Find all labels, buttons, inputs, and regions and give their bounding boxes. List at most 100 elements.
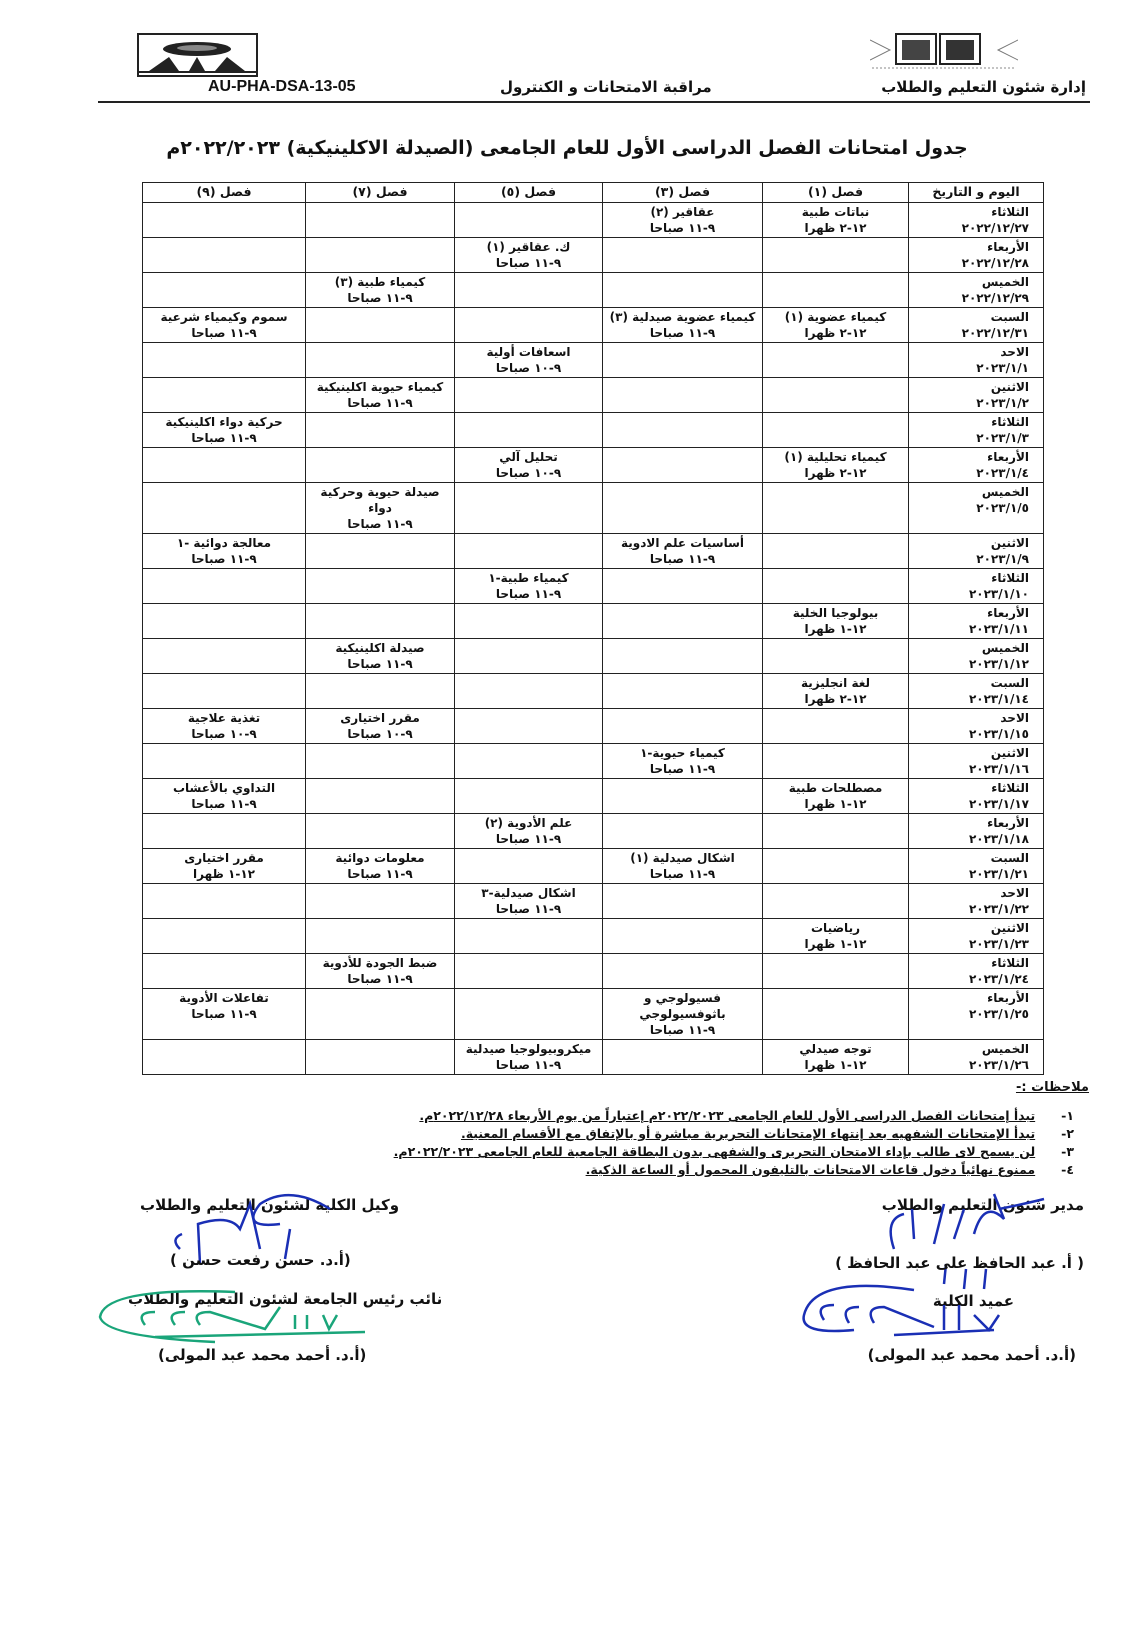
exam-time: ٩-١١ صباحا — [495, 832, 562, 846]
header-divider — [98, 101, 1090, 103]
day-date-cell: الاثنين ٢٠٢٣/١/٩ — [908, 533, 1044, 569]
exam-time: ٩-١١ صباحا — [495, 256, 562, 270]
exam-cell: مقرر اختيارى ٩-١٠ صباحا — [305, 708, 455, 744]
course-name: مقرر اختيارى — [340, 711, 420, 725]
day-label: السبت — [990, 310, 1029, 324]
exam-time: ٩-١١ صباحا — [649, 1023, 716, 1037]
course-name: حركية دواء اكلينيكية — [165, 415, 283, 429]
date-label: ٢٠٢٣/١/١٥ — [968, 727, 1029, 741]
exam-cell — [454, 778, 603, 814]
exam-cell — [454, 988, 603, 1040]
table-row: الخميس ٢٠٢٣/١/١٢ صيدلة اكلينيكية ٩-١١ صباحا — [142, 638, 1044, 674]
date-label: ٢٠٢٢/١٢/٣١ — [961, 326, 1029, 340]
exam-cell — [602, 272, 763, 308]
day-date-cell: السبت ٢٠٢٣/١/١٤ — [908, 673, 1044, 709]
exam-time: ٩-١١ صباحا — [495, 1058, 562, 1072]
table-row: الاحد ٢٠٢٣/١/٢٢ اشكال صيدلية-٣ ٩-١١ صباحا — [142, 883, 1044, 919]
exam-cell — [305, 1039, 455, 1075]
day-label: الاثنين — [990, 536, 1029, 550]
department-label: مراقبة الامتحانات و الكنترول — [500, 78, 712, 96]
exam-cell — [454, 272, 603, 308]
exam-time: ٩-١١ صباحا — [191, 326, 257, 340]
vice-dean-name: (أ.د. حسن رفعت حسن ) — [170, 1251, 351, 1269]
exam-time: ٩-١١ صباحا — [347, 867, 413, 881]
exam-cell — [305, 673, 455, 709]
exam-cell — [602, 237, 763, 273]
exam-time: ١٢-١ ظهرا — [804, 937, 867, 951]
exam-cell: رياضيات ١٢-١ ظهرا — [762, 918, 909, 954]
exam-cell: كيمياء طبية (٣) ٩-١١ صباحا — [305, 272, 455, 308]
exam-time: ١٢-٢ ظهرا — [804, 692, 867, 706]
course-name: عقاقير (٢) — [650, 205, 715, 219]
day-date-cell: الخميس ٢٠٢٢/١٢/٢٩ — [908, 272, 1044, 308]
exam-cell — [305, 918, 455, 954]
exam-cell — [762, 708, 909, 744]
date-label: ٢٠٢٣/١/٢ — [976, 396, 1029, 410]
signatures-area: مدير شئون التعليم والطلاب ( أ. عبد الحاف… — [0, 1193, 1134, 1395]
administration-label: إدارة شئون التعليم والطلاب — [881, 78, 1086, 96]
table-row: الأربعاء ٢٠٢٣/١/١١ بيولوجيا الخلية ١٢-١ ظهر… — [142, 603, 1044, 639]
course-name: علم الأدوية (٢) — [484, 816, 573, 830]
note-item: ٣- لن يسمح لاى طالب بإداء الامتحان التحري… — [0, 1143, 1074, 1161]
exam-time: ١٢-١ ظهرا — [804, 1058, 867, 1072]
note-text: لن يسمح لاى طالب بإداء الامتحان التحريرى… — [393, 1144, 1036, 1159]
exam-cell: لغة انجليزية ١٢-٢ ظهرا — [762, 673, 909, 709]
course-name: التداوي بالأعشاب — [172, 781, 276, 795]
exam-cell: أساسيات علم الادوية ٩-١١ صباحا — [602, 533, 763, 569]
day-label: الاحد — [1000, 711, 1029, 725]
exam-cell — [305, 568, 455, 604]
note-item: ٢- تبدأ الإمتحانات الشفهيه بعد إنتهاء الإ… — [0, 1125, 1074, 1143]
exam-time: ٩-١١ صباحا — [191, 431, 257, 445]
exam-cell — [142, 482, 306, 534]
exam-cell — [602, 377, 763, 413]
table-row: الاحد ٢٠٢٣/١/١٥ مقرر اختيارى ٩-١٠ صباحا تغذي… — [142, 708, 1044, 744]
course-name: بيولوجيا الخلية — [792, 606, 879, 620]
exam-cell — [454, 533, 603, 569]
exam-cell — [142, 743, 306, 779]
table-row: الخميس ٢٠٢٣/١/٥ صيدلة حيوية وحركية دواء ٩-١… — [142, 482, 1044, 534]
course-name: اسعافات أولية — [486, 345, 571, 359]
exam-cell — [602, 482, 763, 534]
table-row: الاثنين ٢٠٢٣/١/٢ كيمياء حيوية اكلينيكية ٩-١… — [142, 377, 1044, 413]
exam-cell: نباتات طبية ١٢-٢ ظهرا — [762, 202, 909, 238]
exam-cell — [762, 813, 909, 849]
day-date-cell: الأربعاء ٢٠٢٣/١/٤ — [908, 447, 1044, 483]
course-name: كيمياء تحليلية (١) — [784, 450, 887, 464]
day-date-cell: الثلاثاء ٢٠٢٣/١/٣ — [908, 412, 1044, 448]
day-date-cell: السبت ٢٠٢٣/١/٢١ — [908, 848, 1044, 884]
date-label: ٢٠٢٣/١/١٧ — [968, 797, 1029, 811]
dean-title: عميد الكلية — [932, 1292, 1014, 1310]
column-header-semester-4: فصل (٧) — [305, 182, 455, 203]
exam-cell — [454, 412, 603, 448]
exam-cell — [454, 953, 603, 989]
exam-time: ٩-١١ صباحا — [191, 552, 257, 566]
course-name: اشكال صيدلية (١) — [630, 851, 735, 865]
notes-and-signatures: ملاحظات :- ١- تبدأ إمتحانات الفصل الدراسى… — [0, 1079, 1134, 1395]
course-name: كيمياء عضوية صيدلية (٣) — [609, 310, 756, 324]
day-label: الأربعاء — [987, 450, 1029, 464]
dean-name: (أ.د. أحمد محمد عبد المولى) — [867, 1346, 1076, 1364]
column-header-day-date: اليوم و التاريخ — [908, 182, 1044, 203]
note-item: ١- تبدأ إمتحانات الفصل الدراسى الأول للعا… — [0, 1107, 1074, 1125]
exam-cell — [454, 708, 603, 744]
note-number: ٤- — [1061, 1162, 1074, 1177]
document-code: AU-PHA-DSA-13-05 — [208, 78, 356, 95]
course-name: لغة انجليزية — [800, 676, 871, 690]
exam-cell: كيمياء عضوية صيدلية (٣) ٩-١١ صباحا — [602, 307, 763, 343]
exam-cell — [142, 237, 306, 273]
day-date-cell: السبت ٢٠٢٢/١٢/٣١ — [908, 307, 1044, 343]
exam-cell — [305, 447, 455, 483]
signatures-left: وكيل الكلية لشئون التعليم والطلاب (أ.د. … — [98, 1193, 540, 1395]
exam-cell — [142, 813, 306, 849]
exam-cell — [602, 412, 763, 448]
date-label: ٢٠٢٣/١/١٢ — [968, 657, 1029, 671]
day-label: الاحد — [1000, 886, 1029, 900]
exam-cell — [762, 883, 909, 919]
date-label: ٢٠٢٣/١/٢٤ — [968, 972, 1029, 986]
exam-cell — [305, 743, 455, 779]
course-name: أساسيات علم الادوية — [621, 536, 744, 550]
day-label: الثلاثاء — [991, 205, 1029, 219]
exam-cell: كيمياء طبية-١ ٩-١١ صباحا — [454, 568, 603, 604]
date-label: ٢٠٢٣/١/١٦ — [968, 762, 1029, 776]
table-row: الأربعاء ٢٠٢٣/١/٤ كيمياء تحليلية (١) ١٢-٢ ظ… — [142, 447, 1044, 483]
